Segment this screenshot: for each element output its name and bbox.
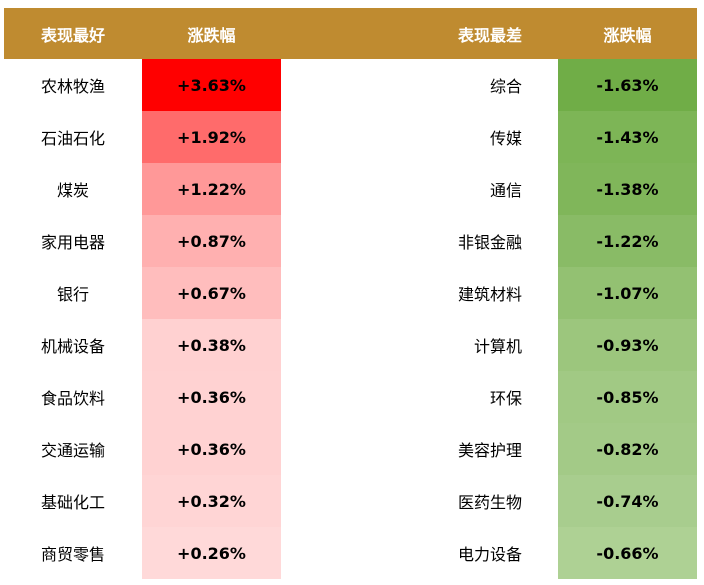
table-row: 煤炭 +1.22% 通信 -1.38%	[4, 163, 697, 215]
worst-sector-name: 计算机	[473, 337, 522, 356]
table-row: 食品饮料 +0.36% 环保 -0.85%	[4, 371, 697, 423]
table-row: 交通运输 +0.36% 美容护理 -0.82%	[4, 423, 697, 475]
best-sector-name: 交通运输	[40, 441, 105, 460]
best-sector-name: 基础化工	[40, 493, 105, 512]
worst-change-value: -0.74%	[558, 475, 697, 527]
best-change-value: +0.26%	[142, 527, 281, 579]
best-performers-header: 表现最好	[4, 8, 142, 59]
industry-performance-table: 表现最好 涨跌幅 表现最差 涨跌幅 农林牧渔 +3.63% 综合 -1.63% 石油石化…	[4, 8, 697, 579]
worst-sector-name: 医药生物	[457, 493, 522, 512]
best-change-value: +1.92%	[142, 111, 281, 163]
best-change-header: 涨跌幅	[142, 8, 281, 59]
table-row: 机械设备 +0.38% 计算机 -0.93%	[4, 319, 697, 371]
worst-change-value: -0.85%	[558, 371, 697, 423]
best-change-value: +0.67%	[142, 267, 281, 319]
worst-change-value: -1.63%	[558, 59, 697, 111]
best-sector-name: 煤炭	[56, 181, 89, 200]
worst-change-value: -1.38%	[558, 163, 697, 215]
table-row: 农林牧渔 +3.63% 综合 -1.63%	[4, 59, 697, 111]
worst-sector-name: 传媒	[489, 129, 522, 148]
worst-sector-name: 电力设备	[457, 545, 522, 564]
header-row: 表现最好 涨跌幅 表现最差 涨跌幅	[4, 8, 697, 59]
worst-sector-name: 通信	[489, 181, 522, 200]
best-sector-name: 商贸零售	[40, 545, 105, 564]
table-body: 农林牧渔 +3.63% 综合 -1.63% 石油石化 +1.92% 传媒 -1.43% 煤炭 +1…	[4, 59, 697, 579]
best-change-value: +0.38%	[142, 319, 281, 371]
worst-performers-header: 表现最差	[281, 8, 558, 59]
best-sector-name: 银行	[56, 285, 89, 304]
worst-sector-name: 建筑材料	[457, 285, 522, 304]
worst-change-value: -0.93%	[558, 319, 697, 371]
worst-sector-name: 美容护理	[457, 441, 522, 460]
worst-change-value: -0.66%	[558, 527, 697, 579]
worst-change-value: -0.82%	[558, 423, 697, 475]
best-change-value: +0.36%	[142, 423, 281, 475]
best-change-value: +0.87%	[142, 215, 281, 267]
best-sector-name: 农林牧渔	[40, 77, 105, 96]
table-row: 家用电器 +0.87% 非银金融 -1.22%	[4, 215, 697, 267]
best-sector-name: 机械设备	[40, 337, 105, 356]
best-sector-name: 家用电器	[40, 233, 105, 252]
worst-change-value: -1.07%	[558, 267, 697, 319]
best-change-value: +0.36%	[142, 371, 281, 423]
best-change-value: +0.32%	[142, 475, 281, 527]
table-header: 表现最好 涨跌幅 表现最差 涨跌幅	[4, 8, 697, 59]
best-sector-name: 石油石化	[40, 129, 105, 148]
worst-change-value: -1.43%	[558, 111, 697, 163]
best-change-value: +1.22%	[142, 163, 281, 215]
worst-sector-name: 环保	[489, 389, 522, 408]
table-row: 石油石化 +1.92% 传媒 -1.43%	[4, 111, 697, 163]
table-row: 基础化工 +0.32% 医药生物 -0.74%	[4, 475, 697, 527]
best-change-value: +3.63%	[142, 59, 281, 111]
worst-sector-name: 综合	[489, 77, 522, 96]
table-row: 商贸零售 +0.26% 电力设备 -0.66%	[4, 527, 697, 579]
worst-change-header: 涨跌幅	[558, 8, 697, 59]
worst-sector-name: 非银金融	[457, 233, 522, 252]
table-row: 银行 +0.67% 建筑材料 -1.07%	[4, 267, 697, 319]
worst-change-value: -1.22%	[558, 215, 697, 267]
best-sector-name: 食品饮料	[40, 389, 105, 408]
